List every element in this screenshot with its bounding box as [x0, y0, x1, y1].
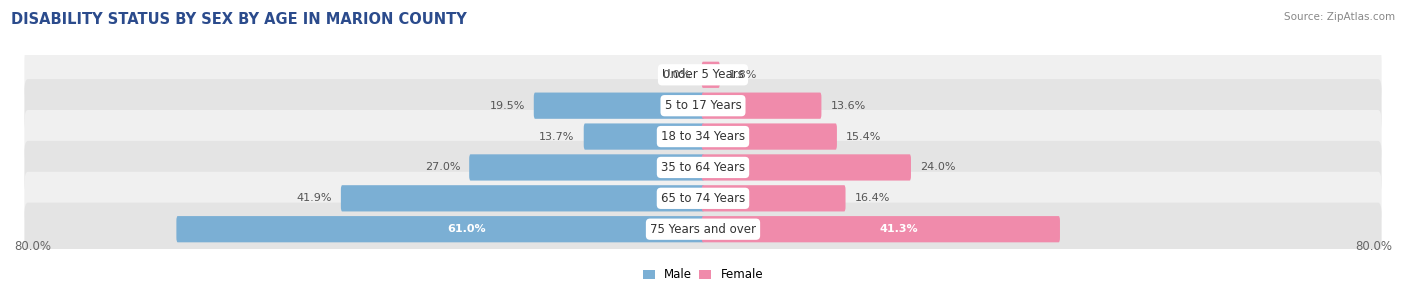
Text: 5 to 17 Years: 5 to 17 Years [665, 99, 741, 112]
Text: 41.9%: 41.9% [297, 193, 332, 203]
Text: Source: ZipAtlas.com: Source: ZipAtlas.com [1284, 12, 1395, 22]
FancyBboxPatch shape [24, 110, 1382, 163]
FancyBboxPatch shape [702, 216, 1060, 242]
FancyBboxPatch shape [702, 154, 911, 181]
Text: 13.7%: 13.7% [540, 132, 575, 142]
FancyBboxPatch shape [24, 203, 1382, 256]
Text: 80.0%: 80.0% [14, 240, 51, 253]
FancyBboxPatch shape [702, 92, 821, 119]
Text: 24.0%: 24.0% [920, 162, 956, 172]
Text: 35 to 64 Years: 35 to 64 Years [661, 161, 745, 174]
Text: 1.8%: 1.8% [728, 70, 758, 80]
Text: 16.4%: 16.4% [855, 193, 890, 203]
Text: 0.0%: 0.0% [662, 70, 690, 80]
Legend: Male, Female: Male, Female [638, 264, 768, 286]
FancyBboxPatch shape [24, 79, 1382, 132]
FancyBboxPatch shape [176, 216, 704, 242]
FancyBboxPatch shape [534, 92, 704, 119]
Text: 18 to 34 Years: 18 to 34 Years [661, 130, 745, 143]
Text: 15.4%: 15.4% [846, 132, 882, 142]
FancyBboxPatch shape [702, 185, 845, 212]
FancyBboxPatch shape [340, 185, 704, 212]
FancyBboxPatch shape [470, 154, 704, 181]
Text: 27.0%: 27.0% [425, 162, 460, 172]
Text: 75 Years and over: 75 Years and over [650, 223, 756, 236]
FancyBboxPatch shape [583, 123, 704, 150]
Text: 80.0%: 80.0% [1355, 240, 1392, 253]
Text: 65 to 74 Years: 65 to 74 Years [661, 192, 745, 205]
FancyBboxPatch shape [24, 172, 1382, 225]
Text: 13.6%: 13.6% [831, 101, 866, 111]
Text: 61.0%: 61.0% [447, 224, 486, 234]
Text: 41.3%: 41.3% [879, 224, 918, 234]
Text: 19.5%: 19.5% [489, 101, 524, 111]
FancyBboxPatch shape [24, 141, 1382, 194]
FancyBboxPatch shape [702, 123, 837, 150]
Text: Under 5 Years: Under 5 Years [662, 68, 744, 81]
FancyBboxPatch shape [702, 62, 720, 88]
FancyBboxPatch shape [24, 48, 1382, 101]
Text: DISABILITY STATUS BY SEX BY AGE IN MARION COUNTY: DISABILITY STATUS BY SEX BY AGE IN MARIO… [11, 12, 467, 27]
